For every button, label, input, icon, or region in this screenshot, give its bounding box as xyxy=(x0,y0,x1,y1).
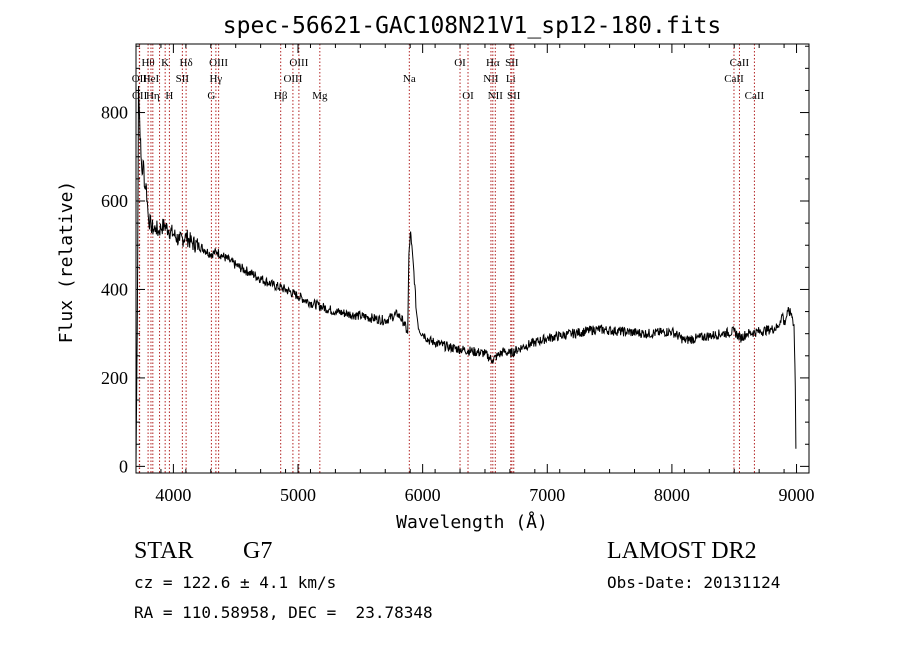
chart-title: spec-56621-GAC108N21V1_sp12-180.fits xyxy=(223,13,722,39)
x-tick-label-4: 8000 xyxy=(654,485,690,505)
y-tick-label-4: 800 xyxy=(101,103,128,123)
x-tick-label-1: 5000 xyxy=(280,485,316,505)
line-label-4: Hη xyxy=(146,90,160,102)
line-label-14: OIII xyxy=(283,73,302,85)
line-label-7: H xyxy=(165,90,173,102)
x-tick-label-3: 7000 xyxy=(529,485,565,505)
line-label-24: SII xyxy=(505,57,519,69)
spectrum-series xyxy=(135,85,797,467)
line-label-11: Hγ xyxy=(209,73,222,85)
line-label-15: OIII xyxy=(289,57,308,69)
line-label-18: OI xyxy=(454,57,466,69)
spectrum-line xyxy=(135,85,797,467)
x-tick-label-5: 9000 xyxy=(779,485,815,505)
object-subclass: G7 xyxy=(243,538,273,564)
x-tick-label-0: 4000 xyxy=(155,485,191,505)
line-label-3: HeI xyxy=(143,73,160,85)
survey-name: LAMOST DR2 xyxy=(607,538,757,564)
coordinates-text: RA = 110.58958, DEC = 23.78348 xyxy=(134,603,433,622)
redshift-text: cz = 122.6 ± 4.1 km/s xyxy=(134,573,337,592)
line-label-19: OI xyxy=(462,90,474,102)
line-label-13: Hβ xyxy=(274,90,288,102)
line-label-25: SII xyxy=(507,90,521,102)
x-tick-label-2: 6000 xyxy=(405,485,441,505)
line-label-26: CaII xyxy=(724,73,744,85)
y-axis-label: Flux (relative) xyxy=(56,181,77,344)
line-label-23: Li xyxy=(506,73,516,85)
line-label-12: OIII xyxy=(209,57,228,69)
plot-frame xyxy=(135,43,810,474)
line-label-21: Hα xyxy=(486,57,500,69)
line-label-8: SII xyxy=(176,73,190,85)
line-label-9: Hδ xyxy=(180,57,193,69)
line-label-16: Mg xyxy=(312,90,328,102)
line-label-10: G xyxy=(207,90,215,102)
y-tick-label-3: 600 xyxy=(101,191,128,211)
spectral-line-markers: OIIOIIHθHeIHηKHSIIHδGHγOIIIHβOIIIOIIIMgN… xyxy=(132,44,765,473)
axes: 4000 5000 6000 7000 8000 9000 0 200 400 600 800 xyxy=(101,44,815,505)
line-label-17: Na xyxy=(403,73,416,85)
line-label-20: NII xyxy=(483,73,499,85)
line-label-22: NII xyxy=(488,90,504,102)
observation-date: Obs-Date: 20131124 xyxy=(607,573,781,592)
line-label-27: CaII xyxy=(730,57,750,69)
line-label-28: CaII xyxy=(745,90,765,102)
y-tick-label-1: 200 xyxy=(101,368,128,388)
y-tick-label-0: 0 xyxy=(119,456,128,476)
object-class: STAR xyxy=(134,538,194,564)
x-axis-label: Wavelength (Å) xyxy=(396,511,548,533)
y-tick-label-2: 400 xyxy=(101,279,128,299)
line-label-6: K xyxy=(161,57,169,69)
